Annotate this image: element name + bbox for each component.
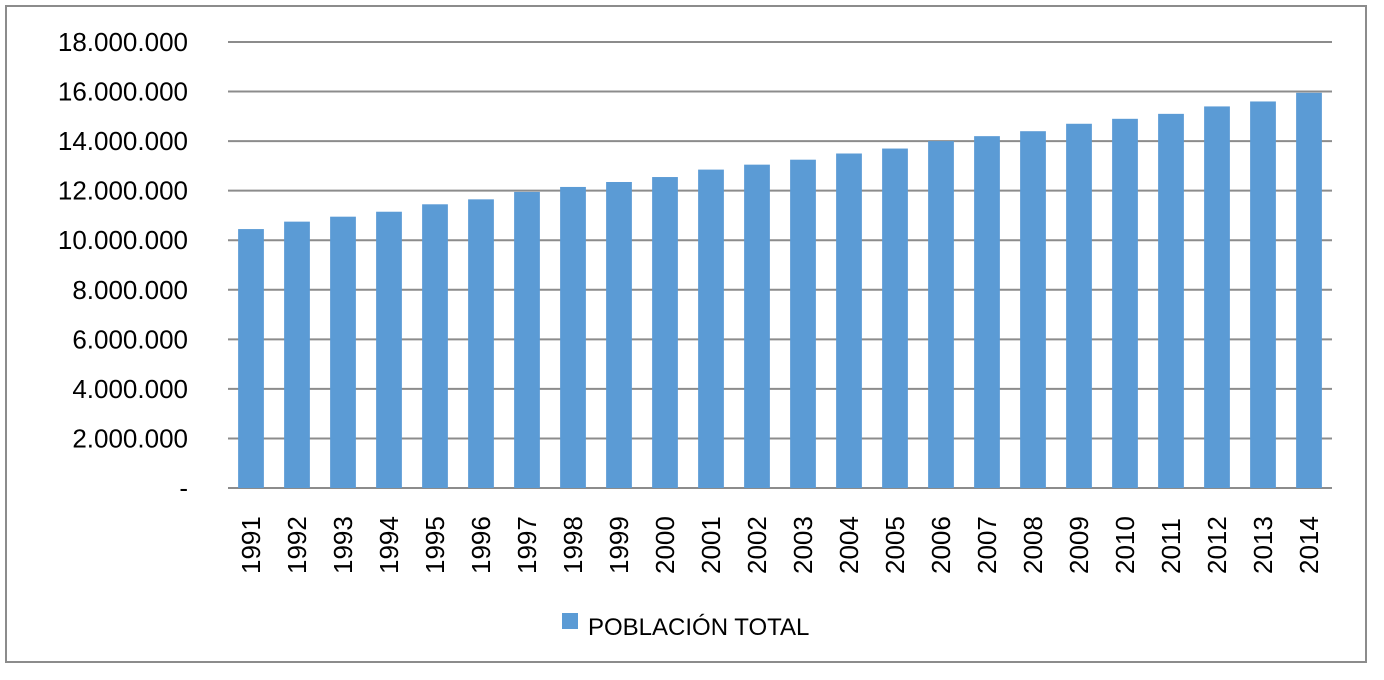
bar-2012 (1204, 106, 1230, 488)
bar-2009 (1066, 123, 1092, 489)
y-tick-label: 10.000.000 (58, 225, 188, 255)
bars (238, 92, 1322, 489)
bar-2005 (882, 148, 908, 489)
x-tick-label: 2007 (972, 516, 1002, 574)
bar-2001 (698, 169, 724, 488)
x-tick-label: 1991 (236, 516, 266, 574)
x-tick-label: 2004 (834, 516, 864, 574)
y-axis-tick-labels: - 2.000.000 4.000.000 6.000.000 8.000.000 10.… (58, 27, 188, 503)
bar-1996 (468, 199, 494, 489)
y-tick-label: 8.000.000 (72, 275, 188, 305)
bar-2008 (1020, 131, 1046, 488)
bar-1995 (422, 204, 448, 489)
x-tick-label: 1993 (328, 516, 358, 574)
bar-1999 (606, 181, 632, 488)
y-tick-label: 14.000.000 (58, 126, 188, 156)
x-tick-label: 1995 (420, 516, 450, 574)
x-tick-label: 2008 (1018, 516, 1048, 574)
bar-2003 (790, 159, 816, 488)
y-tick-label: 4.000.000 (72, 374, 188, 404)
bar-1997 (514, 191, 540, 488)
bar-1998 (560, 186, 586, 488)
bar-2000 (652, 177, 678, 489)
bar-2014 (1296, 92, 1322, 489)
bar-2011 (1158, 113, 1184, 488)
y-tick-label: 18.000.000 (58, 27, 188, 57)
bar-2004 (836, 153, 862, 488)
x-tick-label: 2010 (1110, 516, 1140, 574)
y-tick-label: 16.000.000 (58, 77, 188, 107)
y-tick-label: 6.000.000 (72, 324, 188, 354)
x-tick-label: 2013 (1248, 516, 1278, 574)
y-tick-label: 12.000.000 (58, 176, 188, 206)
x-tick-label: 2005 (880, 516, 910, 574)
chart-frame (5, 5, 1367, 663)
bar-2002 (744, 164, 770, 488)
y-tick-label: 2.000.000 (72, 423, 188, 453)
bar-2013 (1250, 101, 1276, 488)
bar-2006 (928, 141, 954, 488)
x-tick-label: 2002 (742, 516, 772, 574)
bar-1992 (284, 221, 310, 488)
x-tick-label: 1996 (466, 516, 496, 574)
bar-1994 (376, 211, 402, 488)
x-axis-tick-labels: 1991 1992 1993 1994 1995 1996 1997 1998 1999 2000… (236, 516, 1324, 574)
x-tick-label: 2012 (1202, 516, 1232, 574)
y-tick-label: - (179, 473, 188, 503)
gridlines (228, 41, 1332, 489)
x-tick-label: 2011 (1156, 518, 1186, 574)
x-tick-label: 1992 (282, 516, 312, 574)
bar-1991 (238, 229, 264, 489)
legend: POBLACIÓN TOTAL (562, 613, 809, 641)
bar-2010 (1112, 118, 1138, 489)
x-tick-label: 1999 (604, 516, 634, 574)
bar-2007 (974, 136, 1000, 488)
legend-label: POBLACIÓN TOTAL (588, 614, 809, 641)
x-tick-label: 2009 (1064, 516, 1094, 574)
x-tick-label: 2006 (926, 516, 956, 574)
bar-1993 (330, 216, 356, 488)
x-tick-label: 1998 (558, 516, 588, 574)
x-tick-label: 2001 (696, 516, 726, 574)
x-tick-label: 1994 (374, 516, 404, 574)
x-tick-label: 1997 (512, 516, 542, 574)
legend-swatch (562, 613, 578, 629)
x-tick-label: 2000 (650, 516, 680, 574)
x-tick-label: 2014 (1294, 516, 1324, 574)
x-tick-label: 2003 (788, 516, 818, 574)
